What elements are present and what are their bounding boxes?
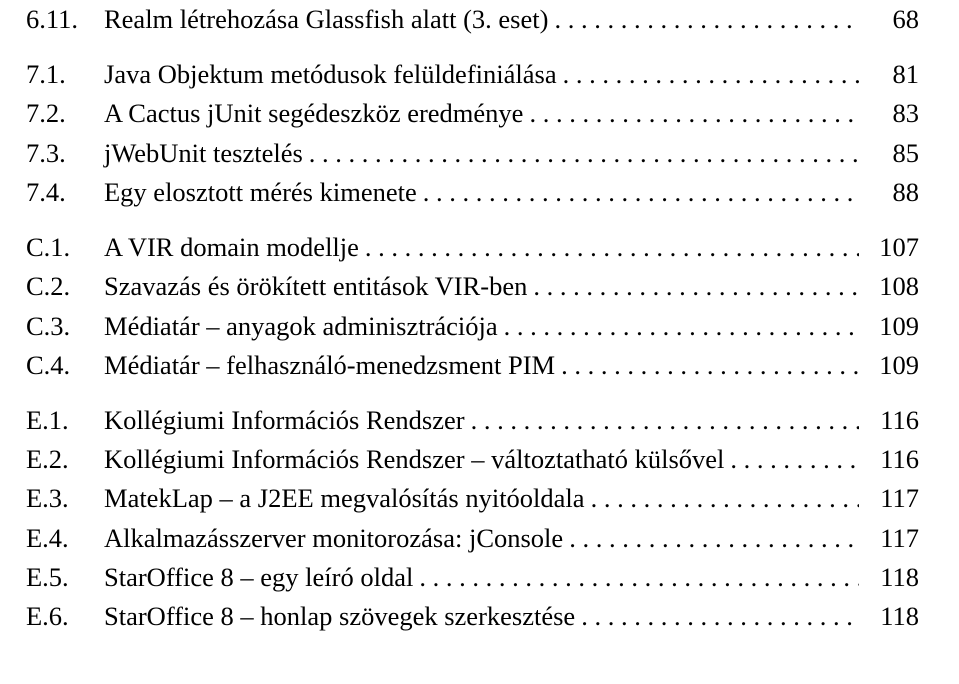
toc-leader-dots <box>567 519 859 558</box>
toc-leader-dots <box>363 228 859 267</box>
toc-entry: C.3. Médiatár – anyagok adminisztrációja… <box>26 307 919 346</box>
toc-entry: 7.3. jWebUnit tesztelés 85 <box>26 134 919 173</box>
toc-leader-dots <box>469 401 859 440</box>
toc-leader-dots <box>589 479 859 518</box>
toc-entry-page: 109 <box>859 307 919 346</box>
toc-entry-number: C.2. <box>26 267 104 306</box>
toc-leader-dots <box>417 558 859 597</box>
toc-entry-title: StarOffice 8 – honlap szövegek szerkeszt… <box>104 597 579 636</box>
toc-entry: E.4. Alkalmazásszerver monitorozása: jCo… <box>26 519 919 558</box>
toc-entry: 6.11. Realm létrehozása Glassfish alatt … <box>26 0 919 39</box>
toc-entry-number: E.5. <box>26 558 104 597</box>
toc-entry-title: A VIR domain modellje <box>104 228 363 267</box>
toc-entry-page: 108 <box>859 267 919 306</box>
toc-leader-dots <box>531 267 859 306</box>
toc-entry-title: Médiatár – anyagok adminisztrációja <box>104 307 502 346</box>
toc-entry-page: 117 <box>859 479 919 518</box>
toc-entry-number: C.1. <box>26 228 104 267</box>
toc-entry: 7.4. Egy elosztott mérés kimenete 88 <box>26 173 919 212</box>
toc-entry-number: E.4. <box>26 519 104 558</box>
toc-entry-number: E.3. <box>26 479 104 518</box>
toc-entry: E.3. MatekLap – a J2EE megvalósítás nyit… <box>26 479 919 518</box>
toc-entry-title: Szavazás és örökített entitások VIR-ben <box>104 267 531 306</box>
toc-entry-title: Egy elosztott mérés kimenete <box>104 173 421 212</box>
toc-entry-title: MatekLap – a J2EE megvalósítás nyitóolda… <box>104 479 589 518</box>
toc-entry-number: 7.3. <box>26 134 104 173</box>
toc-entry: E.5. StarOffice 8 – egy leíró oldal 118 <box>26 558 919 597</box>
toc-entry: 7.1. Java Objektum metódusok felüldefini… <box>26 55 919 94</box>
toc-group-gap <box>26 212 919 228</box>
toc-entry-number: C.4. <box>26 346 104 385</box>
toc-entry-title: Alkalmazásszerver monitorozása: jConsole <box>104 519 567 558</box>
toc-entry: 7.2. A Cactus jUnit segédeszköz eredmény… <box>26 94 919 133</box>
toc-entry-page: 118 <box>859 558 919 597</box>
toc-entry: E.1. Kollégiumi Információs Rendszer 116 <box>26 401 919 440</box>
toc-entry-title: StarOffice 8 – egy leíró oldal <box>104 558 417 597</box>
toc-leader-dots <box>728 440 859 479</box>
toc-entry-page: 116 <box>859 401 919 440</box>
toc-leader-dots <box>561 55 859 94</box>
toc-entry-page: 83 <box>859 94 919 133</box>
toc-leader-dots <box>552 0 859 39</box>
toc-entry-title: Realm létrehozása Glassfish alatt (3. es… <box>104 0 552 39</box>
toc-entry-number: E.6. <box>26 597 104 636</box>
toc-entry-number: 6.11. <box>26 0 104 39</box>
toc-entry-title: Kollégiumi Információs Rendszer – változ… <box>104 440 728 479</box>
toc-entry-page: 118 <box>859 597 919 636</box>
toc-leader-dots <box>307 134 859 173</box>
toc-group-gap <box>26 39 919 55</box>
toc-entry-number: 7.4. <box>26 173 104 212</box>
toc-leader-dots <box>527 94 859 133</box>
toc-entry-page: 68 <box>859 0 919 39</box>
toc-entry-number: E.1. <box>26 401 104 440</box>
toc-entry: C.4. Médiatár – felhasználó-menedzsment … <box>26 346 919 385</box>
toc-entry-page: 117 <box>859 519 919 558</box>
toc-page: 6.11. Realm létrehozása Glassfish alatt … <box>0 0 959 636</box>
toc-entry-number: 7.1. <box>26 55 104 94</box>
toc-group-gap <box>26 385 919 401</box>
toc-entry-page: 116 <box>859 440 919 479</box>
toc-leader-dots <box>421 173 859 212</box>
toc-entry: C.1. A VIR domain modellje 107 <box>26 228 919 267</box>
toc-entry-number: C.3. <box>26 307 104 346</box>
toc-entry-title: Java Objektum metódusok felüldefiniálása <box>104 55 561 94</box>
toc-entry-title: Médiatár – felhasználó-menedzsment PIM <box>104 346 559 385</box>
toc-entry: C.2. Szavazás és örökített entitások VIR… <box>26 267 919 306</box>
toc-entry-page: 81 <box>859 55 919 94</box>
toc-entry-title: jWebUnit tesztelés <box>104 134 307 173</box>
toc-entry: E.2. Kollégiumi Információs Rendszer – v… <box>26 440 919 479</box>
toc-leader-dots <box>502 307 859 346</box>
toc-entry-title: A Cactus jUnit segédeszköz eredménye <box>104 94 527 133</box>
toc-entry-page: 85 <box>859 134 919 173</box>
toc-entry: E.6. StarOffice 8 – honlap szövegek szer… <box>26 597 919 636</box>
toc-entry-page: 107 <box>859 228 919 267</box>
toc-entry-title: Kollégiumi Információs Rendszer <box>104 401 469 440</box>
toc-entry-number: E.2. <box>26 440 104 479</box>
toc-entry-page: 109 <box>859 346 919 385</box>
toc-leader-dots <box>559 346 859 385</box>
toc-entry-number: 7.2. <box>26 94 104 133</box>
toc-leader-dots <box>579 597 859 636</box>
toc-entry-page: 88 <box>859 173 919 212</box>
